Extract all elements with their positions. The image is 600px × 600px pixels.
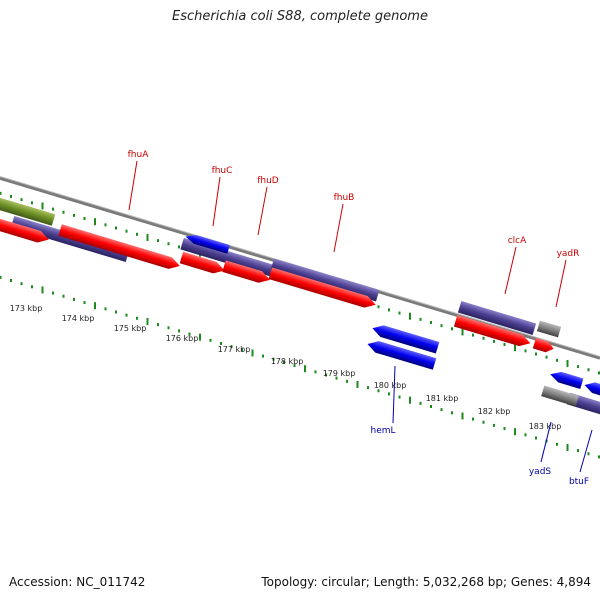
forward-gene-block xyxy=(180,237,280,279)
ruler-label-180-kbp: 180 kbp xyxy=(374,381,407,390)
other-feature-block xyxy=(0,194,56,226)
unknown-feature-block xyxy=(541,385,579,407)
reverse-cds-arrow xyxy=(550,371,584,390)
forward-cds-arrow xyxy=(58,224,180,269)
reverse-cds-arrow xyxy=(367,341,437,370)
leader-line-btuF xyxy=(579,429,593,473)
ruler-label-182-kbp: 182 kbp xyxy=(478,407,511,416)
genome-title: Escherichia coli S88, complete genome xyxy=(172,9,428,24)
forward-cds-arrow xyxy=(453,315,531,347)
leader-line-clcA xyxy=(504,246,517,295)
leader-line-fhuD xyxy=(257,186,268,236)
forward-gene-block xyxy=(270,258,380,302)
ruler-label-183-kbp: 183 kbp xyxy=(529,422,562,431)
ruler-label-179-kbp: 179 kbp xyxy=(323,369,356,378)
leader-line-hemL xyxy=(392,365,396,424)
gene-label-clcA: clcA xyxy=(508,236,527,246)
gene-label-yadR: yadR xyxy=(557,249,580,259)
forward-cds-arrow xyxy=(0,216,49,243)
reverse-cds-arrow xyxy=(584,382,600,399)
leader-line-fhuA xyxy=(128,160,138,211)
gene-label-fhuA: fhuA xyxy=(128,150,150,160)
leader-line-fhuB xyxy=(333,203,344,253)
ruler-label-178-kbp: 178 kbp xyxy=(271,357,304,366)
leader-line-yadR xyxy=(555,259,567,308)
topology-text: Topology: circular; Length: 5,032,268 bp… xyxy=(261,575,591,589)
ruler-label-173-kbp: 173 kbp xyxy=(10,304,43,313)
reverse-gene-block xyxy=(566,392,600,418)
ruler-label-175-kbp: 175 kbp xyxy=(114,324,147,333)
reverse-tick-row xyxy=(0,275,600,459)
leader-line-yadS xyxy=(540,421,552,463)
forward-cds-arrow xyxy=(532,337,554,353)
reverse-cds-arrow xyxy=(372,325,440,354)
accession-text: Accession: NC_011742 xyxy=(9,575,146,589)
gene-label-hemL: hemL xyxy=(370,426,395,436)
gene-label-fhuB: fhuB xyxy=(334,193,355,203)
forward-gene-block xyxy=(457,301,537,335)
reverse-cds-arrow xyxy=(185,235,230,254)
forward-cds-arrow xyxy=(268,267,376,308)
ruler-label-181-kbp: 181 kbp xyxy=(426,394,459,403)
ruler-label-174-kbp: 174 kbp xyxy=(62,314,95,323)
gene-label-btuF: btuF xyxy=(569,477,589,487)
forward-cds-arrow xyxy=(222,260,270,283)
ruler-label-177-kbp: 177 kbp xyxy=(218,345,251,354)
forward-cds-arrow xyxy=(179,251,225,274)
unknown-feature-block xyxy=(536,320,562,338)
gene-label-yadS: yadS xyxy=(529,467,552,477)
leader-line-fhuC xyxy=(212,176,221,227)
ruler-label-176-kbp: 176 kbp xyxy=(166,334,199,343)
gene-label-fhuD: fhuD xyxy=(257,176,279,186)
gene-label-fhuC: fhuC xyxy=(212,166,233,176)
